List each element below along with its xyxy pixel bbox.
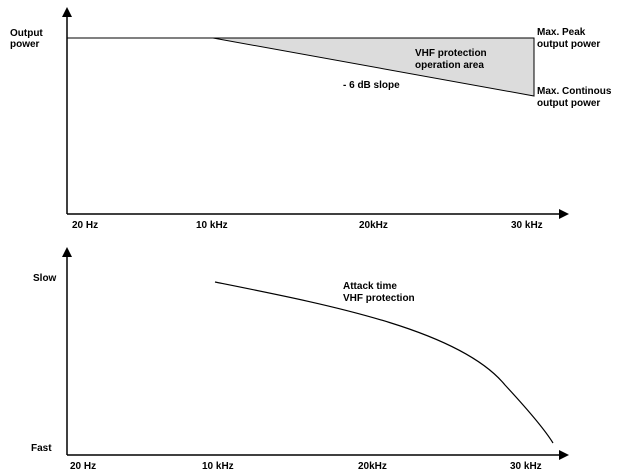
attack-time-curve [214,281,554,444]
bottom-tick-10khz: 10 kHz [202,461,234,472]
top-y-label-line1: Output [10,28,43,39]
top-y-label-line2: power [10,39,40,50]
bottom-chart: Slow Fast Attack time VHF protection 20 … [31,247,569,472]
cont-label-line2: output power [537,98,600,109]
y-bottom-label-fast: Fast [31,443,52,454]
top-tick-30khz: 30 kHz [511,220,543,231]
cont-label-line1: Max. Continous [537,86,612,97]
bottom-tick-20khz: 20kHz [358,461,387,472]
top-tick-10khz: 10 kHz [196,220,228,231]
y-top-label-slow: Slow [33,273,57,284]
area-label-line2: operation area [415,60,484,71]
bottom-tick-20hz: 20 Hz [70,461,96,472]
bottom-tick-30khz: 30 kHz [510,461,542,472]
area-label-line1: VHF protection [415,48,487,59]
top-tick-20khz: 20kHz [359,220,388,231]
slope-label: - 6 dB slope [343,80,400,91]
peak-label-line1: Max. Peak [537,27,586,38]
top-tick-20hz: 20 Hz [72,220,98,231]
curve-label-line1: Attack time [343,281,397,292]
curve-label-line2: VHF protection [343,293,415,304]
peak-label-line2: output power [537,39,600,50]
top-chart: Output power VHF protection operation ar… [10,7,612,231]
